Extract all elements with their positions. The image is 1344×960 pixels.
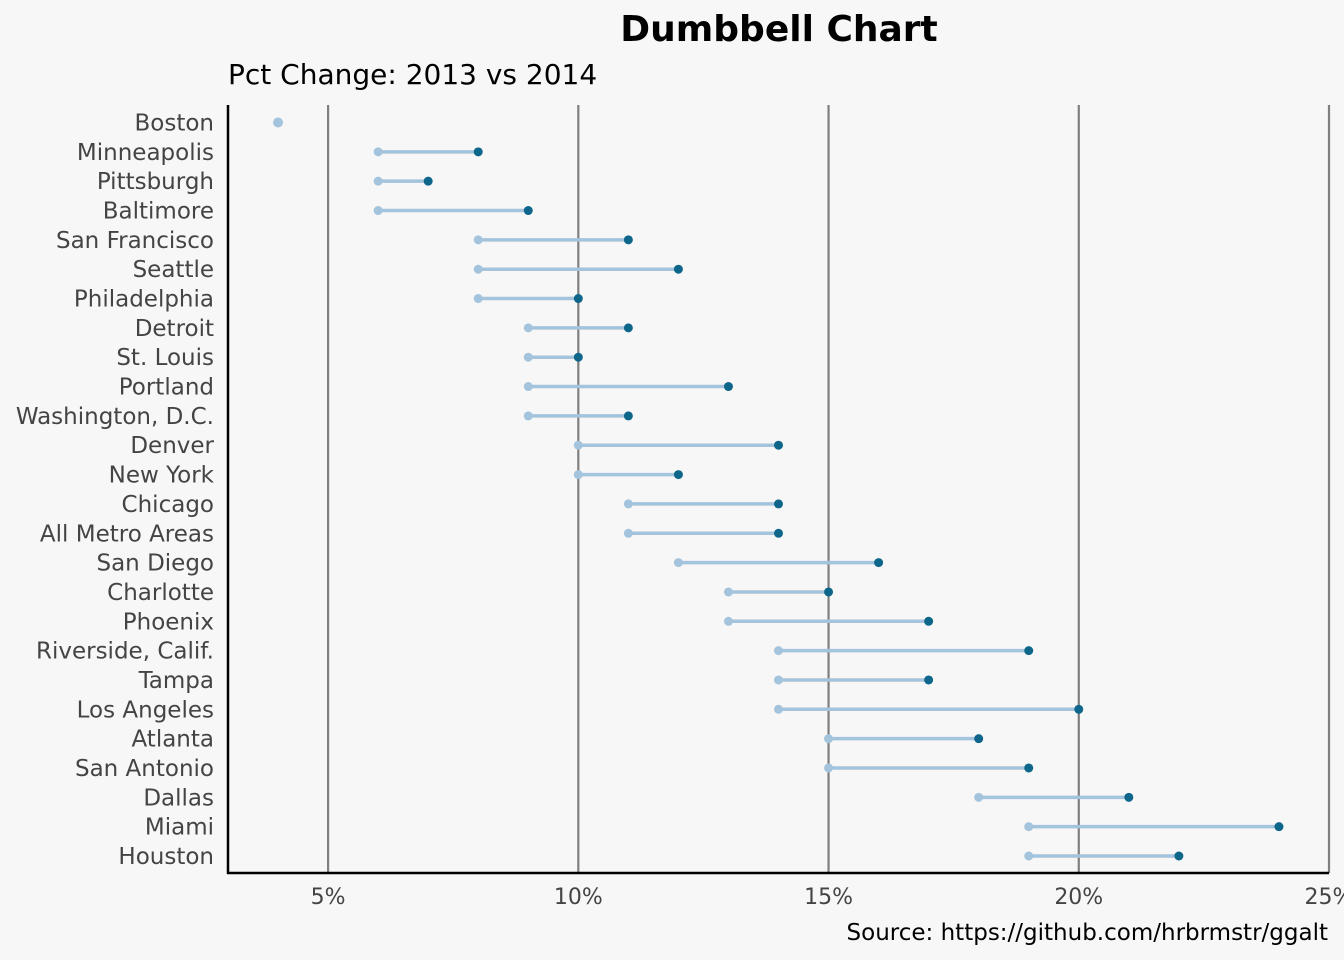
point-2013-miami [1024, 822, 1034, 832]
y-tick-label-all-metro-areas: All Metro Areas [40, 521, 214, 547]
point-2013-minneapolis [373, 147, 383, 157]
point-2014-san-antonio [1024, 763, 1034, 773]
point-2013-baltimore [373, 206, 383, 216]
point-2013-st-louis [523, 352, 533, 362]
point-2013-phoenix [723, 616, 733, 626]
point-2013-dallas [974, 792, 984, 802]
y-tick-label-charlotte: Charlotte [107, 580, 214, 606]
y-tick-label-dallas: Dallas [143, 785, 214, 811]
y-tick-label-miami: Miami [145, 815, 214, 841]
x-tick-label-15: 15% [804, 885, 853, 910]
y-tick-label-phoenix: Phoenix [123, 609, 214, 635]
point-2014-tampa [924, 675, 934, 685]
point-2014-charlotte [824, 587, 834, 597]
point-2013-boston [273, 117, 284, 128]
point-2014-riverside-calif [1024, 646, 1034, 656]
point-2014-baltimore [523, 206, 533, 216]
point-2013-denver [573, 440, 583, 450]
gridlines [326, 105, 1331, 873]
point-2014-chicago [774, 499, 783, 509]
point-2013-san-francisco [473, 235, 483, 245]
y-tick-label-boston: Boston [134, 111, 214, 137]
y-tick-label-san-antonio: San Antonio [75, 756, 214, 782]
y-tick-label-st-louis: St. Louis [116, 345, 214, 371]
y-tick-label-philadelphia: Philadelphia [74, 287, 214, 313]
y-tick-label-san-francisco: San Francisco [56, 228, 214, 254]
y-tick-label-san-diego: San Diego [96, 551, 214, 577]
point-2014-san-francisco [623, 235, 633, 245]
point-2014-pittsburgh [423, 176, 433, 186]
y-tick-label-houston: Houston [118, 844, 214, 870]
y-tick-label-seattle: Seattle [133, 257, 214, 283]
point-2013-chicago [623, 499, 633, 509]
point-2014-dallas [1124, 792, 1134, 802]
point-2014-portland [723, 382, 733, 392]
point-2013-seattle [473, 264, 483, 274]
y-tick-label-new-york: New York [109, 463, 215, 489]
point-2014-st-louis [573, 352, 583, 362]
point-2013-riverside-calif [774, 646, 783, 656]
y-tick-label-riverside-calif: Riverside, Calif. [36, 639, 214, 665]
point-2014-atlanta [974, 734, 984, 744]
point-2014-seattle [673, 264, 683, 274]
point-2013-all-metro-areas [623, 528, 633, 538]
y-tick-label-atlanta: Atlanta [131, 727, 214, 753]
point-2013-new-york [573, 470, 583, 480]
point-2014-miami [1274, 822, 1284, 832]
y-tick-label-portland: Portland [119, 375, 214, 401]
chart-title: Dumbbell Chart [620, 9, 938, 50]
point-2013-washington-d-c [523, 411, 533, 421]
point-2014-denver [774, 440, 783, 450]
point-2014-houston [1174, 851, 1184, 861]
chart-caption: Source: https://github.com/hrbrmstr/ggal… [847, 920, 1328, 946]
dumbbell-segments [378, 150, 1279, 858]
point-2013-san-diego [673, 558, 683, 568]
y-tick-label-washington-d-c: Washington, D.C. [16, 404, 214, 430]
point-2013-detroit [523, 323, 533, 333]
axes [226, 105, 1329, 875]
point-2014-los-angeles [1074, 704, 1084, 714]
point-2013-houston [1024, 851, 1034, 861]
y-tick-labels: Boston Minneapolis Pittsburgh Baltimore San … [16, 111, 215, 871]
x-tick-labels: 5% 10% 15% 20% 25% [311, 885, 1344, 910]
point-2014-san-diego [874, 558, 884, 568]
point-2014-detroit [623, 323, 633, 333]
chart-subtitle: Pct Change: 2013 vs 2014 [228, 58, 597, 91]
x-tick-label-10: 10% [554, 885, 603, 910]
x-tick-label-20: 20% [1054, 885, 1103, 910]
point-2013-atlanta [824, 734, 834, 744]
dumbbell-points [273, 117, 1284, 861]
point-2013-los-angeles [774, 704, 783, 714]
point-2014-washington-d-c [623, 411, 633, 421]
point-2014-philadelphia [573, 294, 583, 304]
y-tick-label-minneapolis: Minneapolis [77, 140, 214, 166]
point-2013-san-antonio [824, 763, 834, 773]
point-2014-all-metro-areas [774, 528, 783, 538]
y-tick-label-pittsburgh: Pittsburgh [97, 169, 214, 195]
point-2014-new-york [673, 470, 683, 480]
x-tick-label-25: 25% [1305, 885, 1344, 910]
y-tick-label-los-angeles: Los Angeles [77, 697, 214, 723]
point-2013-pittsburgh [373, 176, 383, 186]
point-2013-portland [523, 382, 533, 392]
y-tick-label-baltimore: Baltimore [103, 199, 214, 225]
point-2013-philadelphia [473, 294, 483, 304]
y-tick-label-denver: Denver [130, 433, 214, 459]
x-tick-label-5: 5% [311, 885, 346, 910]
y-tick-label-detroit: Detroit [135, 316, 214, 342]
point-2013-tampa [774, 675, 783, 685]
point-2013-charlotte [723, 587, 733, 597]
point-2014-phoenix [924, 616, 934, 626]
y-tick-label-tampa: Tampa [138, 668, 214, 694]
point-2014-minneapolis [473, 147, 483, 157]
y-tick-label-chicago: Chicago [122, 492, 214, 518]
